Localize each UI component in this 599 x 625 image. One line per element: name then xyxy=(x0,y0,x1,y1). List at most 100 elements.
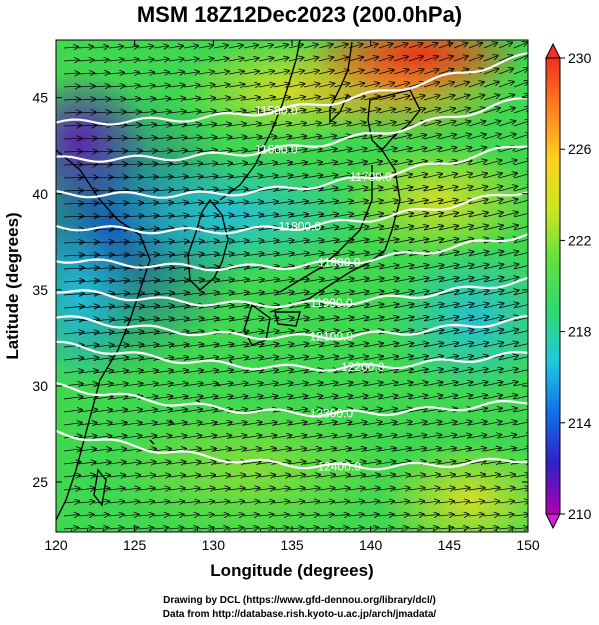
wind-vector xyxy=(303,318,324,321)
wind-vector xyxy=(168,409,187,412)
wind-vector xyxy=(318,514,334,516)
wind-vector xyxy=(198,176,217,178)
wind-vector xyxy=(303,175,322,178)
wind-vector xyxy=(483,264,503,270)
wind-vector xyxy=(273,253,294,256)
wind-vector xyxy=(63,216,83,217)
wind-vector xyxy=(288,175,307,178)
colorbar-label: 222 xyxy=(568,232,592,248)
wind-vector xyxy=(393,265,414,270)
wind-vector xyxy=(348,201,368,204)
wind-vector xyxy=(213,501,229,503)
wind-vector xyxy=(108,319,129,321)
wind-vector xyxy=(438,514,454,516)
wind-vector xyxy=(408,369,428,374)
wind-vector xyxy=(348,369,368,374)
wind-vector xyxy=(423,369,443,374)
wind-vector xyxy=(78,177,98,178)
wind-vector xyxy=(243,370,263,373)
wind-vector xyxy=(438,265,458,270)
wind-vector xyxy=(393,135,411,140)
wind-vector xyxy=(243,202,263,204)
wind-vector xyxy=(63,203,83,204)
wind-vector xyxy=(243,240,264,243)
wind-vector xyxy=(93,190,113,191)
wind-vector xyxy=(168,475,185,477)
wind-vector xyxy=(363,265,384,270)
wind-vector xyxy=(438,82,454,88)
wind-vector xyxy=(438,488,455,490)
y-tick-label: 25 xyxy=(32,474,48,490)
wind-vector xyxy=(333,514,349,516)
wind-vector xyxy=(453,435,471,438)
wind-vector xyxy=(63,528,78,529)
wind-vector xyxy=(123,345,143,347)
wind-vector xyxy=(423,187,442,192)
wind-vector xyxy=(453,330,473,335)
wind-vector xyxy=(438,200,458,205)
wind-vector xyxy=(423,475,440,477)
wind-vector xyxy=(198,409,217,412)
wind-vector xyxy=(393,422,412,425)
wind-vector xyxy=(243,71,259,74)
wind-vector xyxy=(123,332,144,334)
wind-vector xyxy=(228,305,249,308)
wind-vector xyxy=(168,370,188,373)
wind-vector xyxy=(303,461,321,464)
wind-vector xyxy=(228,163,247,165)
wind-vector xyxy=(123,280,144,282)
wind-vector xyxy=(213,528,228,529)
wind-vector xyxy=(123,138,141,139)
wind-vector xyxy=(288,435,306,438)
wind-vector xyxy=(243,279,264,282)
wind-vector xyxy=(333,70,349,74)
y-axis-title: Latitude (degrees) xyxy=(3,212,22,359)
wind-vector xyxy=(93,358,113,360)
wind-vector xyxy=(63,151,82,152)
wind-vector xyxy=(153,528,168,529)
wind-vector xyxy=(318,201,338,204)
wind-vector xyxy=(348,252,369,257)
wind-vector xyxy=(213,305,234,308)
wind-vector xyxy=(483,343,503,348)
wind-vector xyxy=(198,150,217,152)
wind-vector xyxy=(513,238,528,244)
wind-vector xyxy=(183,501,199,503)
wind-vector xyxy=(123,357,143,360)
wind-vector xyxy=(348,122,366,127)
wind-vector xyxy=(228,292,249,295)
wind-vector xyxy=(453,369,473,374)
wind-vector xyxy=(93,319,114,321)
wind-vector xyxy=(333,214,353,217)
wind-vector xyxy=(363,461,381,464)
wind-vector xyxy=(408,435,426,438)
wind-vector xyxy=(288,528,303,529)
wind-vector xyxy=(183,254,204,256)
wind-vector xyxy=(483,330,503,335)
wind-vector xyxy=(363,109,380,114)
wind-vector xyxy=(498,225,518,231)
wind-vector xyxy=(378,226,398,231)
wind-vector xyxy=(168,72,184,74)
wind-vector xyxy=(198,241,219,243)
wind-vector xyxy=(498,95,514,101)
wind-vector xyxy=(273,279,294,282)
wind-vector xyxy=(423,148,441,153)
wind-vector xyxy=(468,356,488,361)
wind-vector xyxy=(318,227,338,230)
wind-vector xyxy=(423,514,439,516)
wind-vector xyxy=(303,123,321,126)
wind-vector xyxy=(438,69,453,75)
wind-vector xyxy=(123,383,143,386)
wind-vector xyxy=(153,72,169,74)
wind-vector xyxy=(123,528,138,529)
wind-vector xyxy=(393,187,412,192)
wind-vector xyxy=(333,330,353,335)
wind-vector xyxy=(108,164,127,165)
wind-vector xyxy=(273,528,288,529)
wind-vector xyxy=(318,44,333,48)
wind-vector xyxy=(93,514,109,516)
wind-vector xyxy=(393,317,413,322)
wind-vector xyxy=(483,108,500,114)
wind-vector xyxy=(93,462,111,464)
